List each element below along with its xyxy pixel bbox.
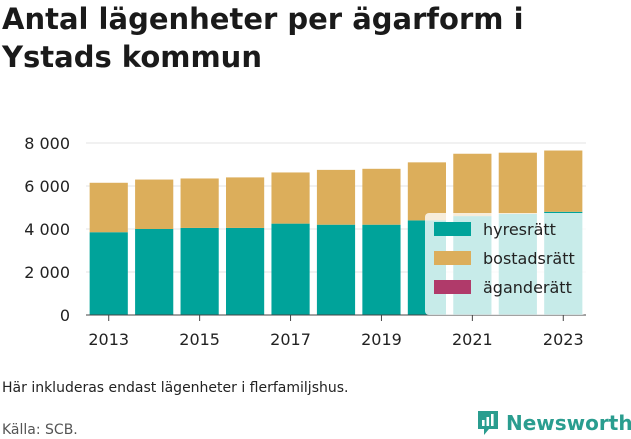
bar-segment: [453, 153, 492, 217]
x-tick-label: 2015: [179, 330, 220, 349]
y-tick-label: 0: [60, 306, 70, 325]
x-tick-label: 2021: [452, 330, 493, 349]
y-tick-label: 2 000: [24, 263, 70, 282]
y-tick-label: 4 000: [24, 220, 70, 239]
bar-segment: [362, 224, 401, 315]
bar-segment: [362, 168, 401, 225]
bar-segment: [316, 169, 356, 225]
bar-segment: [135, 229, 174, 315]
source-note: Källa: SCB.: [2, 422, 78, 438]
x-tick-label: 2023: [543, 330, 584, 349]
legend-swatch: [434, 222, 471, 236]
brand-logo[interactable]: Newsworthy: [476, 408, 631, 438]
bar-segment: [271, 223, 310, 315]
bar-segment: [226, 227, 265, 315]
legend-label: äganderätt: [483, 278, 572, 297]
bar-segment: [180, 227, 219, 315]
legend-swatch: [434, 251, 471, 265]
chart-title: Antal lägenheter per ägarform i Ystads k…: [2, 2, 524, 74]
bar-segment: [316, 224, 356, 315]
y-tick-label: 6 000: [24, 177, 70, 196]
bar-segment: [226, 177, 265, 228]
bar-segment: [407, 162, 446, 221]
x-tick-label: 2013: [88, 330, 129, 349]
legend-swatch: [434, 280, 471, 294]
bar-segment: [180, 178, 219, 228]
y-tick-label: 8 000: [24, 134, 70, 153]
brand-name: Newsworthy: [506, 411, 631, 435]
x-tick-label: 2019: [361, 330, 402, 349]
bar-segment: [498, 152, 537, 214]
bar-segment: [271, 172, 310, 224]
bar-segment: [89, 232, 128, 315]
bar-segment: [89, 182, 128, 233]
stacked-bar-chart: 0 2 000 4 000 6 000 8 000 2013 2015 2017 2019 202…: [24, 134, 586, 349]
bar-segment: [135, 179, 174, 229]
legend-label: hyresrätt: [483, 220, 556, 239]
bar-chart-icon: [478, 411, 498, 435]
chart-footnote: Här inkluderas endast lägenheter i flerf…: [2, 380, 349, 396]
legend-label: bostadsrätt: [483, 249, 575, 268]
bar-segment: [544, 150, 583, 212]
x-tick-label: 2017: [270, 330, 311, 349]
